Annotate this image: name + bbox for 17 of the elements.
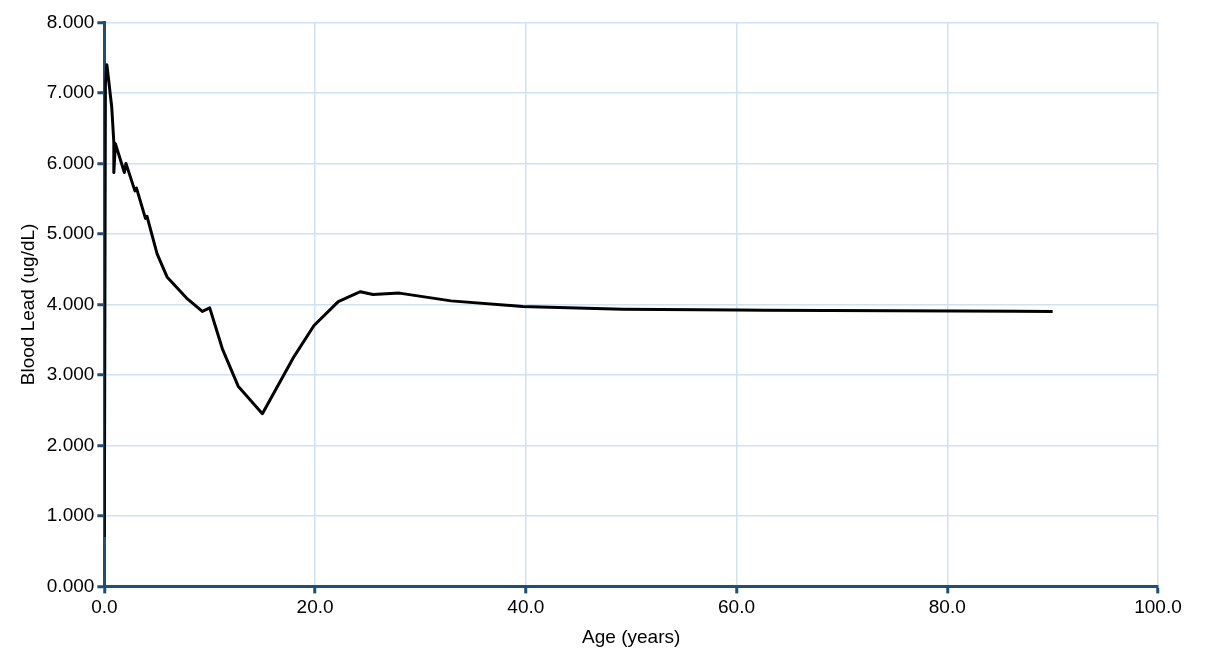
y-tick-label: 3.000 <box>46 363 95 385</box>
y-tick-label: 4.000 <box>46 292 95 314</box>
x-tick-label: 20.0 <box>296 596 334 618</box>
x-tick-label: 40.0 <box>507 596 545 618</box>
x-tick-label: 60.0 <box>718 596 756 618</box>
y-tick-label: 0.000 <box>46 574 95 596</box>
x-tick-label: 80.0 <box>928 596 966 618</box>
y-tick-label: 6.000 <box>46 151 95 173</box>
y-tick-label: 8.000 <box>46 10 95 32</box>
y-tick-label: 5.000 <box>46 222 95 244</box>
x-axis-title: Age (years) <box>582 625 681 647</box>
x-tick-label: 0.0 <box>91 596 118 618</box>
y-tick-label: 1.000 <box>46 504 95 526</box>
x-tick-label: 100.0 <box>1134 596 1182 618</box>
y-axis-title: Blood Lead (ug/dL) <box>16 223 38 386</box>
y-tick-label: 7.000 <box>46 81 95 103</box>
y-tick-label: 2.000 <box>46 433 95 455</box>
